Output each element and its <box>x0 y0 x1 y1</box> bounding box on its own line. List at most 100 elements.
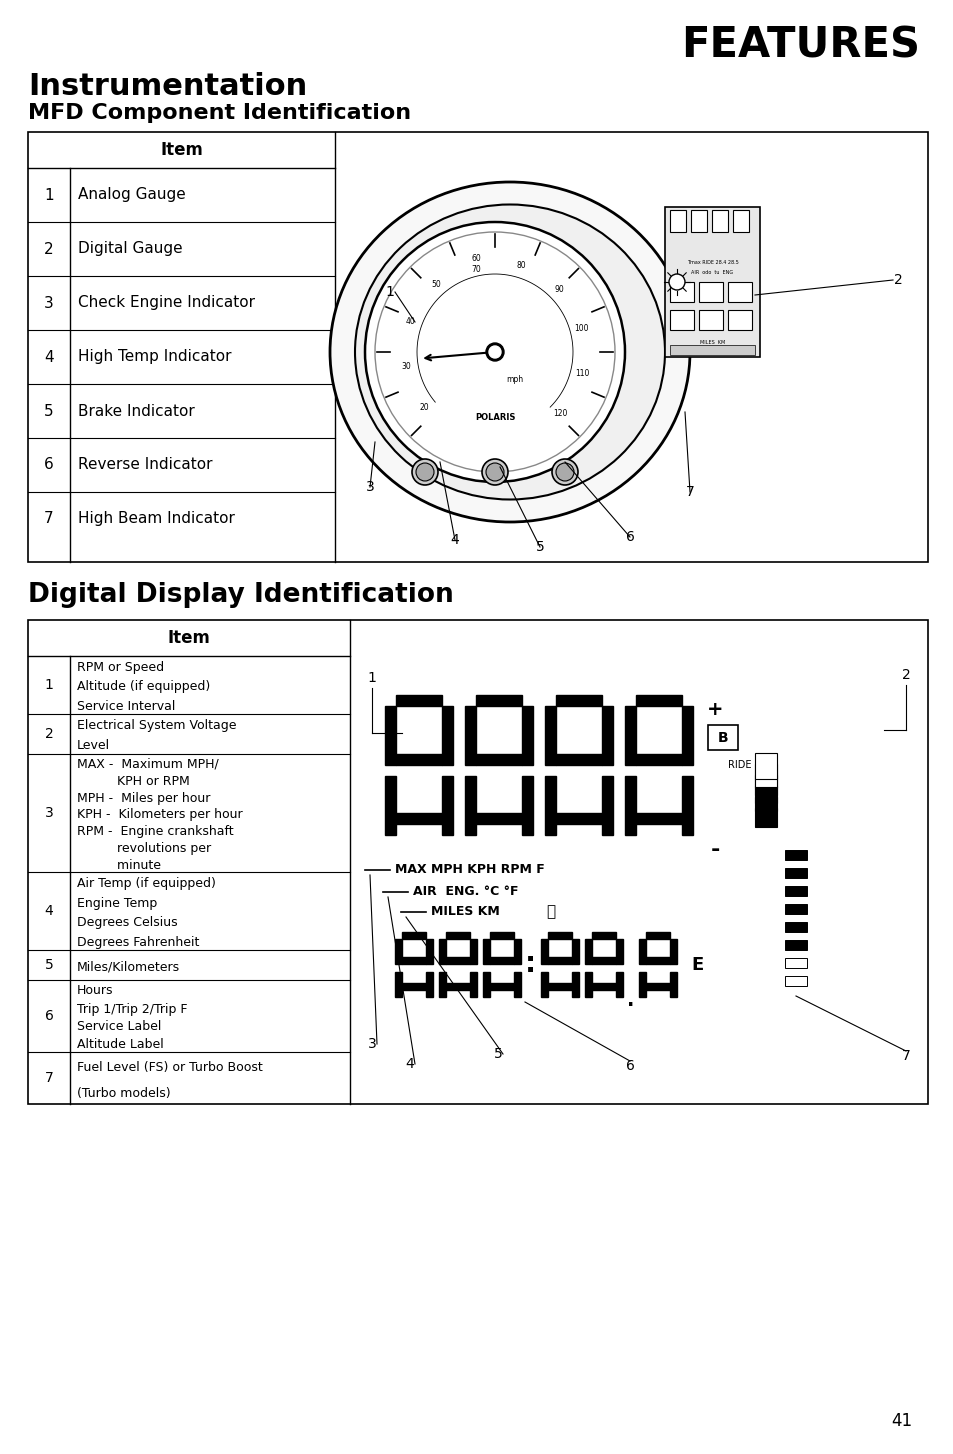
Bar <box>514 973 520 997</box>
Text: 5: 5 <box>45 958 53 973</box>
Bar <box>727 310 751 330</box>
Text: Trip 1/Trip 2/Trip F: Trip 1/Trip 2/Trip F <box>77 1002 188 1015</box>
Bar <box>28 619 927 1104</box>
Text: AIR  ENG. °C °F: AIR ENG. °C °F <box>413 885 518 899</box>
Text: Altitude Label: Altitude Label <box>77 1038 164 1051</box>
Bar <box>401 932 426 939</box>
Bar <box>464 707 476 765</box>
Text: Degrees Celsius: Degrees Celsius <box>77 916 177 929</box>
Bar <box>385 707 395 765</box>
Text: MAX MPH KPH RPM F: MAX MPH KPH RPM F <box>395 864 544 877</box>
Text: Tmax RIDE 28.4 28.5: Tmax RIDE 28.4 28.5 <box>686 259 738 265</box>
Bar <box>645 932 669 939</box>
Text: 2: 2 <box>45 727 53 742</box>
Bar <box>645 957 669 964</box>
Bar <box>754 808 776 819</box>
Text: 100: 100 <box>574 324 589 333</box>
Bar <box>592 983 616 990</box>
Bar <box>441 776 453 835</box>
Text: 50: 50 <box>431 279 440 288</box>
Text: MILES KM: MILES KM <box>431 906 499 919</box>
Text: AIR  odo  tu  ENG: AIR odo tu ENG <box>691 269 733 275</box>
Bar <box>681 707 692 765</box>
Bar <box>754 787 776 803</box>
Bar <box>521 776 533 835</box>
Bar <box>446 932 470 939</box>
Text: 120: 120 <box>553 409 567 417</box>
Bar <box>727 282 751 302</box>
Bar <box>446 983 470 990</box>
Text: 6: 6 <box>625 1059 634 1073</box>
Bar <box>639 939 645 964</box>
Text: Service Interval: Service Interval <box>77 699 175 712</box>
Text: KPH or RPM: KPH or RPM <box>77 775 190 788</box>
Bar <box>514 939 520 964</box>
Circle shape <box>552 459 578 486</box>
Text: RPM or Speed: RPM or Speed <box>77 662 164 675</box>
Bar <box>707 726 738 750</box>
Bar <box>482 939 490 964</box>
Text: 80: 80 <box>516 262 525 270</box>
Text: ⛽: ⛽ <box>546 904 555 919</box>
Text: 7: 7 <box>45 1072 53 1085</box>
Bar <box>624 707 636 765</box>
Bar <box>490 983 514 990</box>
Bar <box>426 939 433 964</box>
Bar <box>401 983 426 990</box>
Bar <box>669 310 693 330</box>
Bar <box>592 932 616 939</box>
Text: 110: 110 <box>575 369 589 378</box>
Bar <box>754 763 776 787</box>
Text: -: - <box>710 840 719 859</box>
Bar <box>476 695 521 707</box>
Bar <box>639 973 645 997</box>
Text: 6: 6 <box>625 531 634 544</box>
Bar <box>784 976 806 986</box>
Text: MPH -  Miles per hour: MPH - Miles per hour <box>77 791 211 804</box>
Bar <box>601 776 613 835</box>
Text: MILES  KM: MILES KM <box>700 339 724 345</box>
Text: +: + <box>706 701 722 720</box>
Bar <box>395 813 441 824</box>
Text: Air Temp (if equipped): Air Temp (if equipped) <box>77 877 215 890</box>
Text: 4: 4 <box>405 1057 414 1072</box>
Bar <box>395 695 441 707</box>
Bar <box>592 957 616 964</box>
Bar <box>711 209 727 233</box>
Text: 4: 4 <box>45 904 53 917</box>
Text: 3: 3 <box>367 1037 376 1051</box>
Bar <box>476 813 521 824</box>
Bar <box>385 776 395 835</box>
Bar <box>784 922 806 932</box>
Text: :: : <box>524 951 535 979</box>
Circle shape <box>365 222 624 481</box>
Text: 20: 20 <box>418 403 429 411</box>
Bar <box>669 282 693 302</box>
Bar <box>754 797 776 811</box>
Text: Level: Level <box>77 740 110 753</box>
Text: 1: 1 <box>45 678 53 692</box>
Bar <box>669 209 685 233</box>
Bar <box>464 776 476 835</box>
Text: 6: 6 <box>44 458 53 473</box>
Bar <box>669 939 677 964</box>
Bar <box>584 973 592 997</box>
Text: Brake Indicator: Brake Indicator <box>78 404 194 419</box>
Circle shape <box>668 273 684 289</box>
Bar <box>616 939 622 964</box>
Text: 5: 5 <box>493 1047 502 1061</box>
Text: minute: minute <box>77 859 161 872</box>
Bar <box>754 775 776 795</box>
Ellipse shape <box>330 182 689 522</box>
Circle shape <box>489 346 500 358</box>
Text: 2: 2 <box>901 667 909 682</box>
Text: B: B <box>717 731 727 744</box>
Text: 40: 40 <box>405 317 415 326</box>
Bar <box>441 707 453 765</box>
Text: 7: 7 <box>685 486 694 499</box>
Text: RPM -  Engine crankshaft: RPM - Engine crankshaft <box>77 826 233 839</box>
Text: Item: Item <box>160 141 203 158</box>
Text: Degrees Fahrenheit: Degrees Fahrenheit <box>77 936 199 949</box>
Text: Digital Gauge: Digital Gauge <box>78 241 182 256</box>
Text: 5: 5 <box>44 404 53 419</box>
